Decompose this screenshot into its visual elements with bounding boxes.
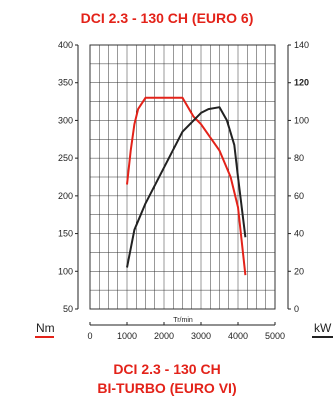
right-tick-label: 40	[294, 229, 304, 239]
right-tick-label: 80	[294, 153, 304, 163]
left-tick-label: 400	[58, 40, 73, 50]
bottom-tick-label: 0	[87, 331, 92, 341]
left-tick-label: 350	[58, 78, 73, 88]
chart-subtitle-line-2: BI-TURBO (EURO VI)	[97, 380, 236, 396]
chart-axes	[75, 45, 291, 325]
left-axis-unit-label: Nm	[36, 321, 55, 335]
bottom-tick-label: 5000	[265, 331, 285, 341]
torque-legend-swatch	[35, 336, 54, 338]
left-tick-label: 300	[58, 115, 73, 125]
chart-subtitle-line-1: DCI 2.3 - 130 CH	[113, 361, 220, 377]
bottom-tick-label: 2000	[154, 331, 174, 341]
left-tick-label: 50	[63, 304, 73, 314]
tick-labels: 4003503002502001501005014012010080604020…	[58, 40, 309, 341]
right-tick-label: 60	[294, 191, 304, 201]
bottom-tick-label: 1000	[117, 331, 137, 341]
chart-title: DCI 2.3 - 130 CH (EURO 6)	[81, 10, 254, 26]
chart-grid	[90, 45, 275, 309]
right-tick-label: 140	[294, 40, 309, 50]
left-tick-label: 100	[58, 266, 73, 276]
left-tick-label: 150	[58, 229, 73, 239]
right-tick-label: 20	[294, 266, 304, 276]
right-tick-label: 120	[294, 78, 309, 88]
power-curve-kw	[127, 107, 245, 267]
power-legend-swatch	[312, 336, 333, 338]
x-axis-label: Tr/min	[173, 317, 193, 324]
bottom-tick-label: 3000	[191, 331, 211, 341]
right-tick-label: 0	[294, 304, 299, 314]
right-axis-unit-label: kW	[314, 321, 332, 335]
bottom-tick-label: 4000	[228, 331, 248, 341]
data-series	[127, 98, 245, 275]
left-tick-label: 200	[58, 191, 73, 201]
right-tick-label: 100	[294, 115, 309, 125]
left-tick-label: 250	[58, 153, 73, 163]
